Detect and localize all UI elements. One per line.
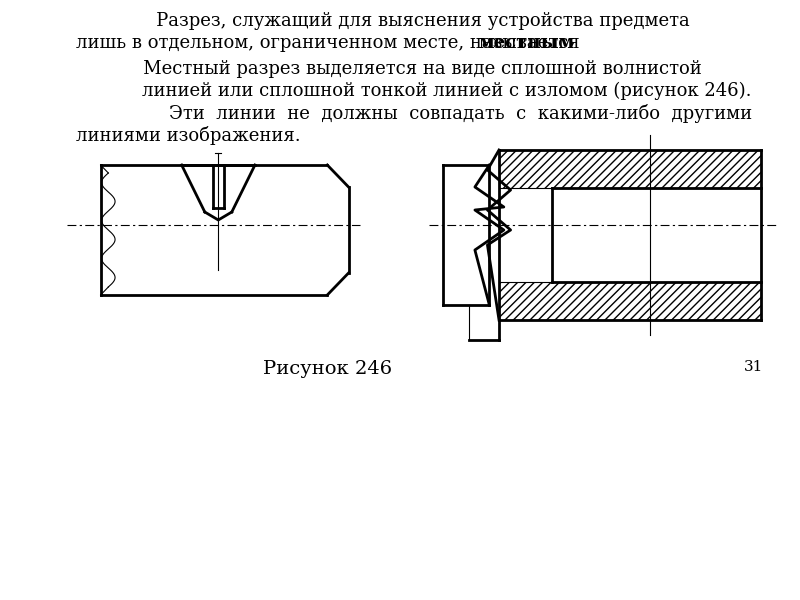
Text: линиями изображения.: линиями изображения.: [77, 126, 301, 145]
Text: 31: 31: [744, 360, 763, 374]
Text: Разрез, служащий для выяснения устройства предмета: Разрез, служащий для выяснения устройств…: [138, 12, 690, 30]
Polygon shape: [182, 165, 213, 212]
Text: .: .: [550, 34, 556, 52]
Text: местным: местным: [478, 34, 575, 52]
Polygon shape: [224, 165, 255, 212]
Text: линией или сплошной тонкой линией с изломом (рисунок 246).: линией или сплошной тонкой линией с изло…: [142, 82, 752, 100]
Text: лишь в отдельном, ограниченном месте, называется: лишь в отдельном, ограниченном месте, на…: [77, 34, 586, 52]
Text: Местный разрез выделяется на виде сплошной волнистой: Местный разрез выделяется на виде сплошн…: [126, 60, 702, 78]
Polygon shape: [499, 150, 762, 188]
Text: Эти  линии  не  должны  совпадать  с  какими-либо  другими: Эти линии не должны совпадать с какими-л…: [169, 104, 752, 123]
Polygon shape: [499, 282, 762, 320]
Text: Рисунок 246: Рисунок 246: [262, 360, 392, 378]
